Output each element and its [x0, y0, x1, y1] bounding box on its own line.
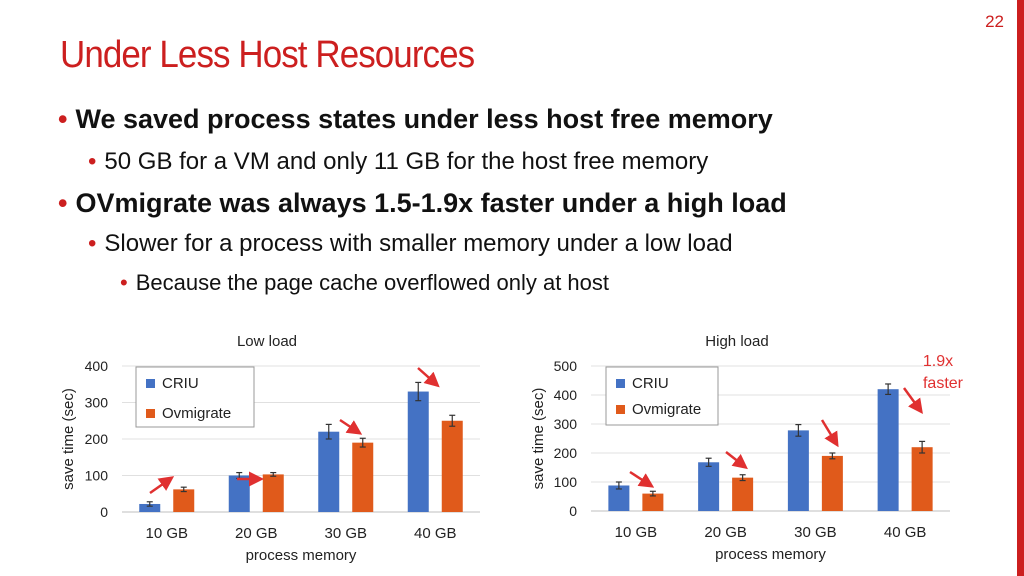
bullet-text: Because the page cache overflowed only a…	[135, 270, 610, 295]
bullet-item: • Because the page cache overflowed only …	[120, 270, 609, 296]
bullet-text: OVmigrate was always 1.5-1.9x faster und…	[75, 188, 787, 218]
y-axis-label: save time (sec)	[60, 388, 77, 490]
y-tick-label: 0	[100, 504, 108, 520]
x-tick-label: 20 GB	[235, 525, 278, 542]
y-axis-label: save time (sec)	[530, 388, 547, 490]
bar-ovmigrate	[821, 455, 843, 511]
accent-bar	[1017, 0, 1024, 576]
bar-criu	[139, 503, 161, 512]
bullet-text: 50 GB for a VM and only 11 GB for the ho…	[104, 148, 709, 175]
chart-title: High load	[705, 333, 768, 350]
y-tick-label: 0	[569, 503, 577, 519]
bullet-item: • We saved process states under less host…	[58, 104, 773, 135]
trend-arrow-icon	[339, 418, 363, 435]
y-tick-label: 300	[554, 416, 578, 432]
bullet-dot-icon: •	[88, 230, 97, 257]
legend-label: Ovmigrate	[162, 405, 231, 422]
trend-arrow-icon	[417, 367, 440, 388]
bullet-dot-icon: •	[58, 104, 68, 134]
x-axis-label: process memory	[715, 546, 826, 563]
legend-swatch	[146, 379, 155, 388]
bar-criu	[608, 485, 630, 511]
bar-ovmigrate	[352, 442, 374, 512]
y-tick-label: 100	[554, 474, 578, 490]
annotation-line1: 1.9x	[923, 353, 953, 370]
bar-ovmigrate	[911, 447, 933, 511]
legend-swatch	[616, 405, 625, 414]
bar-criu	[787, 430, 809, 511]
bullet-text: Slower for a process with smaller memory…	[104, 230, 733, 257]
chart-title: Low load	[237, 333, 297, 350]
bar-criu	[228, 475, 250, 512]
bullet-item: • OVmigrate was always 1.5-1.9x faster un…	[58, 188, 787, 219]
bullet-dot-icon: •	[88, 148, 97, 175]
chart-low-load: Low load 0 100 200 300 400 save time (sec) 10 G…	[60, 333, 480, 564]
legend-swatch	[616, 379, 625, 388]
bullet-item: • 50 GB for a VM and only 11 GB for the h…	[88, 148, 708, 176]
y-tick-label: 400	[554, 387, 578, 403]
chart-high-load: High load 0 100 200 300 400 500 save time (sec)…	[530, 333, 950, 563]
x-tick-label: 40 GB	[884, 524, 927, 541]
bar-criu	[407, 391, 429, 512]
y-tick-label: 500	[554, 358, 578, 374]
x-tick-label: 40 GB	[414, 525, 457, 542]
bar-criu	[698, 462, 720, 511]
bar-ovmigrate	[262, 474, 284, 512]
bullet-dot-icon: •	[120, 270, 128, 295]
x-tick-label: 30 GB	[324, 525, 367, 542]
x-tick-label: 10 GB	[145, 525, 188, 542]
bar-ovmigrate	[642, 493, 664, 511]
bar-ovmigrate	[441, 420, 463, 512]
bar-ovmigrate	[732, 477, 754, 511]
bar-criu	[877, 389, 899, 511]
x-axis-label: process memory	[246, 547, 357, 564]
trend-arrow-icon	[725, 451, 748, 470]
trend-arrow-icon	[149, 476, 175, 495]
annotation-line2: faster	[923, 375, 964, 392]
x-tick-label: 20 GB	[704, 524, 747, 541]
bullet-dot-icon: •	[58, 188, 68, 218]
y-tick-label: 300	[85, 395, 109, 411]
trend-arrow-icon	[629, 470, 655, 488]
y-tick-label: 200	[85, 431, 109, 447]
bar-ovmigrate	[173, 489, 195, 512]
legend-label: CRIU	[162, 375, 199, 392]
legend-label: Ovmigrate	[632, 401, 701, 418]
bullet-item: • Slower for a process with smaller memor…	[88, 230, 733, 258]
slide-number: 22	[985, 12, 1004, 31]
x-tick-label: 30 GB	[794, 524, 837, 541]
y-tick-label: 400	[85, 358, 109, 374]
trend-arrow-icon	[820, 419, 839, 448]
trend-arrow-icon	[902, 387, 923, 415]
y-tick-label: 100	[85, 468, 109, 484]
page-title: Under Less Host Resources	[60, 34, 475, 76]
y-tick-label: 200	[554, 445, 578, 461]
legend-box	[605, 366, 719, 426]
bar-criu	[318, 431, 340, 512]
legend-box	[135, 366, 255, 428]
legend-swatch	[146, 409, 155, 418]
x-tick-label: 10 GB	[615, 524, 658, 541]
legend-label: CRIU	[632, 375, 669, 392]
bullet-text: We saved process states under less host …	[75, 104, 773, 134]
